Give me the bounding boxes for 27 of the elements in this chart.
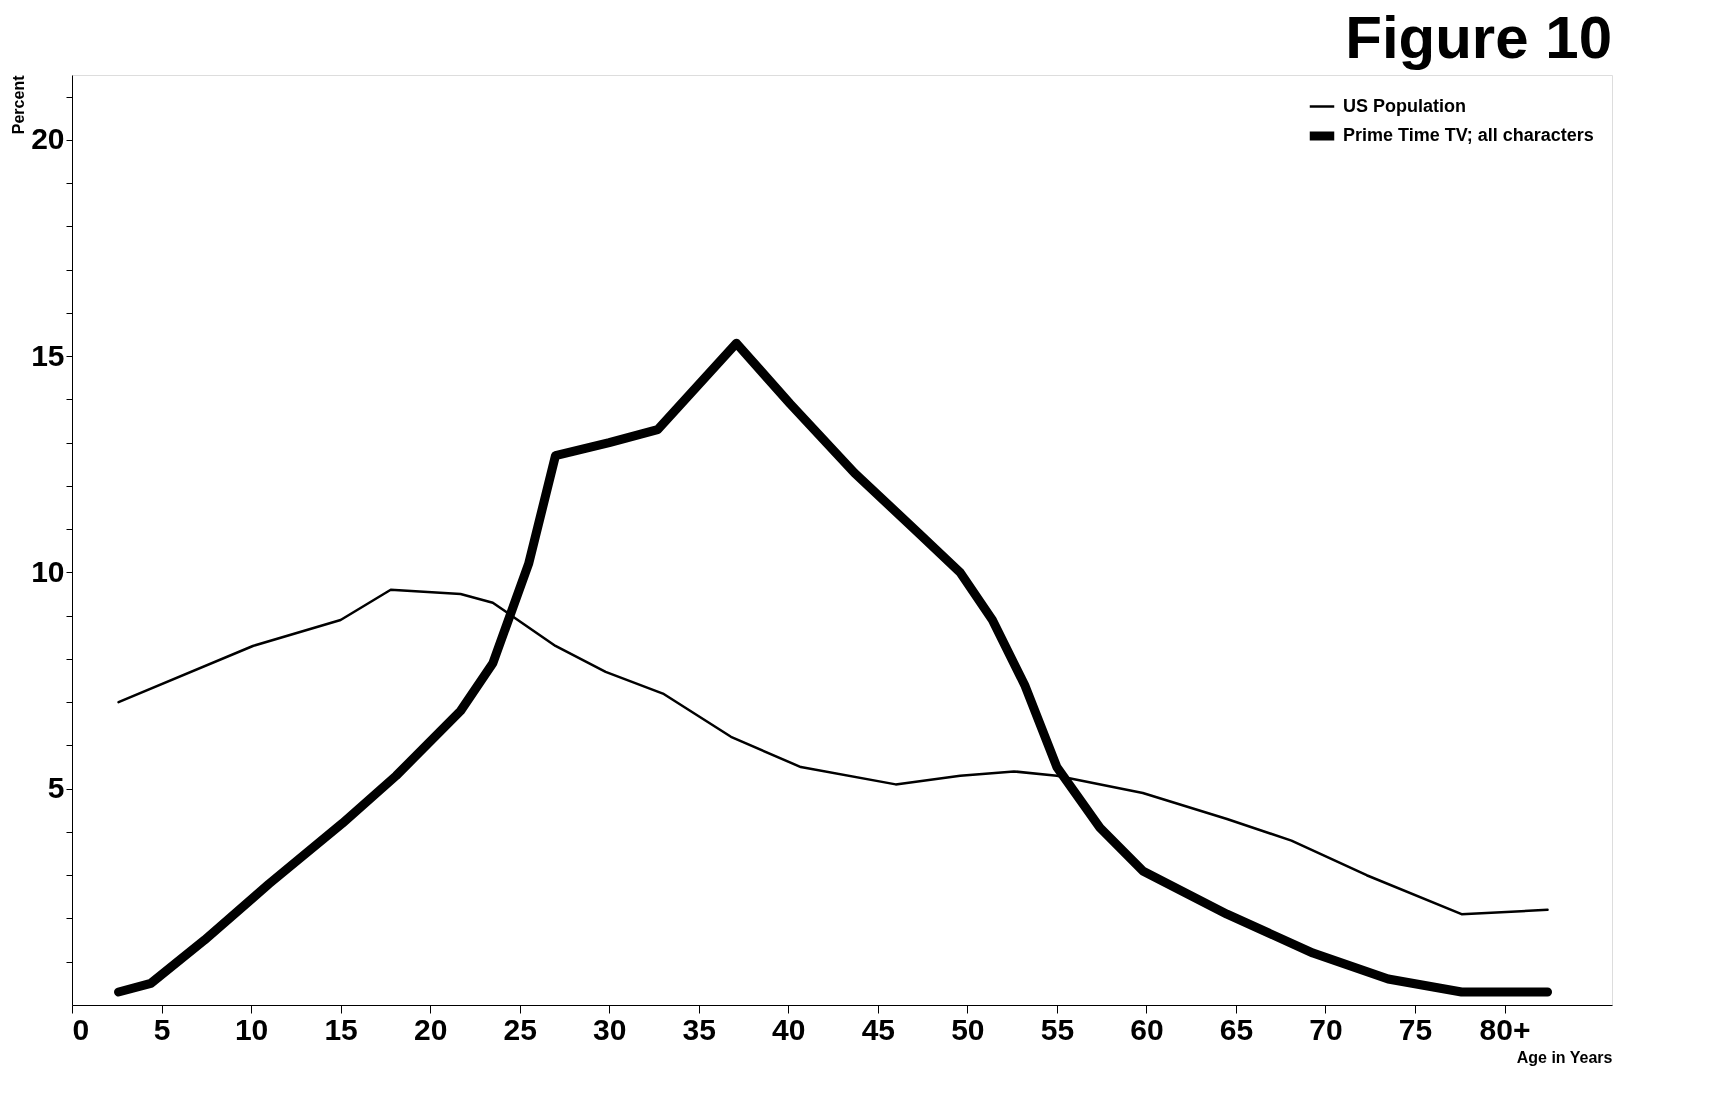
x-tick-label: 15: [324, 1012, 358, 1046]
y-tick-label: 20: [31, 122, 65, 156]
x-tick-label: 30: [593, 1012, 627, 1046]
x-tick-label: 45: [861, 1012, 895, 1046]
x-tick-label: 50: [951, 1012, 985, 1046]
x-tick-label: 80+: [1479, 1012, 1531, 1046]
y-axis-title: Percent: [10, 74, 28, 135]
x-tick-label: 20: [413, 1012, 448, 1046]
x-tick-label: 55: [1040, 1012, 1075, 1046]
x-tick-label: 40: [772, 1012, 806, 1046]
x-tick-label: 10: [234, 1012, 269, 1046]
line-series: [117, 588, 1549, 916]
y-tick-label: 5: [47, 771, 65, 805]
x-tick-label: 75: [1398, 1012, 1433, 1046]
x-axis-title: Age in Years: [1516, 1048, 1613, 1066]
x-tick-label: 35: [682, 1012, 716, 1046]
x-tick-label: 0: [72, 1012, 90, 1046]
legend-label: Prime Time TV; all characters: [1343, 125, 1594, 145]
y-tick-label: 10: [31, 554, 65, 588]
y-tick-label: 15: [31, 338, 65, 372]
x-tick-label: 25: [503, 1012, 537, 1046]
x-tick-label: 60: [1130, 1012, 1164, 1046]
legend-label: US Population: [1343, 95, 1466, 116]
x-tick-label: 70: [1309, 1012, 1343, 1046]
x-tick-label: 5: [153, 1012, 171, 1046]
x-tick-label: 65: [1219, 1012, 1254, 1046]
chart-title: Figure 10: [1345, 4, 1612, 71]
